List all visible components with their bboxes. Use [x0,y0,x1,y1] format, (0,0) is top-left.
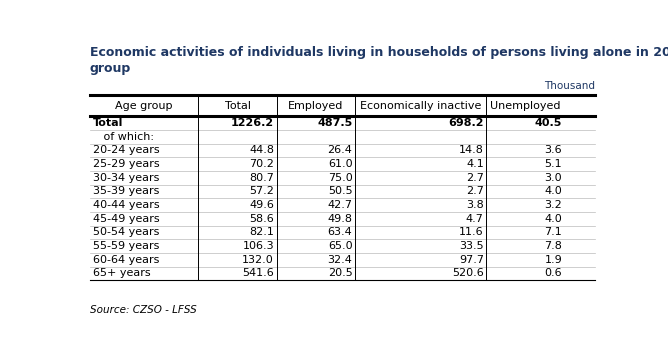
Text: 42.7: 42.7 [327,200,353,210]
Text: 132.0: 132.0 [242,255,274,265]
Text: 14.8: 14.8 [459,145,484,155]
Text: 65+ years: 65+ years [93,269,150,279]
Text: 3.2: 3.2 [544,200,562,210]
Text: 63.4: 63.4 [327,227,353,237]
Text: 698.2: 698.2 [448,118,484,128]
Text: 75.0: 75.0 [327,173,353,183]
Text: 487.5: 487.5 [317,118,353,128]
Text: 1226.2: 1226.2 [231,118,274,128]
Text: 0.6: 0.6 [544,269,562,279]
Text: 44.8: 44.8 [249,145,274,155]
Text: 25-29 years: 25-29 years [93,159,160,169]
Text: 45-49 years: 45-49 years [93,214,160,224]
Text: Economically inactive: Economically inactive [360,101,482,111]
Text: 1.9: 1.9 [544,255,562,265]
Text: 70.2: 70.2 [249,159,274,169]
Text: 3.8: 3.8 [466,200,484,210]
Text: Age group: Age group [116,101,173,111]
Text: 20.5: 20.5 [327,269,353,279]
Text: 20-24 years: 20-24 years [93,145,160,155]
Text: 33.5: 33.5 [459,241,484,251]
Text: 32.4: 32.4 [327,255,353,265]
Text: 4.1: 4.1 [466,159,484,169]
Text: 2.7: 2.7 [466,186,484,196]
Text: 97.7: 97.7 [459,255,484,265]
Text: 61.0: 61.0 [328,159,353,169]
Text: Total: Total [93,118,123,128]
Text: 57.2: 57.2 [249,186,274,196]
Text: Unemployed: Unemployed [490,101,560,111]
Text: 11.6: 11.6 [459,227,484,237]
Text: Thousand: Thousand [544,81,595,91]
Text: 541.6: 541.6 [242,269,274,279]
Text: 4.0: 4.0 [544,186,562,196]
Text: 7.1: 7.1 [544,227,562,237]
Text: Source: CZSO - LFSS: Source: CZSO - LFSS [90,305,196,315]
Text: 49.8: 49.8 [327,214,353,224]
Text: 5.1: 5.1 [544,159,562,169]
Text: 60-64 years: 60-64 years [93,255,159,265]
Text: 2.7: 2.7 [466,173,484,183]
Text: 7.8: 7.8 [544,241,562,251]
Text: 35-39 years: 35-39 years [93,186,159,196]
Text: 40.5: 40.5 [534,118,562,128]
Text: 30-34 years: 30-34 years [93,173,159,183]
Text: 58.6: 58.6 [249,214,274,224]
Text: 3.6: 3.6 [544,145,562,155]
Text: of which:: of which: [93,132,154,142]
Text: 4.7: 4.7 [466,214,484,224]
Text: Economic activities of individuals living in households of persons living alone : Economic activities of individuals livin… [90,46,668,75]
Text: 4.0: 4.0 [544,214,562,224]
Text: 50.5: 50.5 [328,186,353,196]
Text: 82.1: 82.1 [249,227,274,237]
Text: 3.0: 3.0 [544,173,562,183]
Text: 55-59 years: 55-59 years [93,241,159,251]
Text: Total: Total [224,101,250,111]
Text: 50-54 years: 50-54 years [93,227,159,237]
Text: 80.7: 80.7 [249,173,274,183]
Text: 40-44 years: 40-44 years [93,200,160,210]
Text: 65.0: 65.0 [328,241,353,251]
Text: 520.6: 520.6 [452,269,484,279]
Text: Employed: Employed [288,101,343,111]
Text: 26.4: 26.4 [327,145,353,155]
Text: 106.3: 106.3 [242,241,274,251]
Text: 49.6: 49.6 [249,200,274,210]
